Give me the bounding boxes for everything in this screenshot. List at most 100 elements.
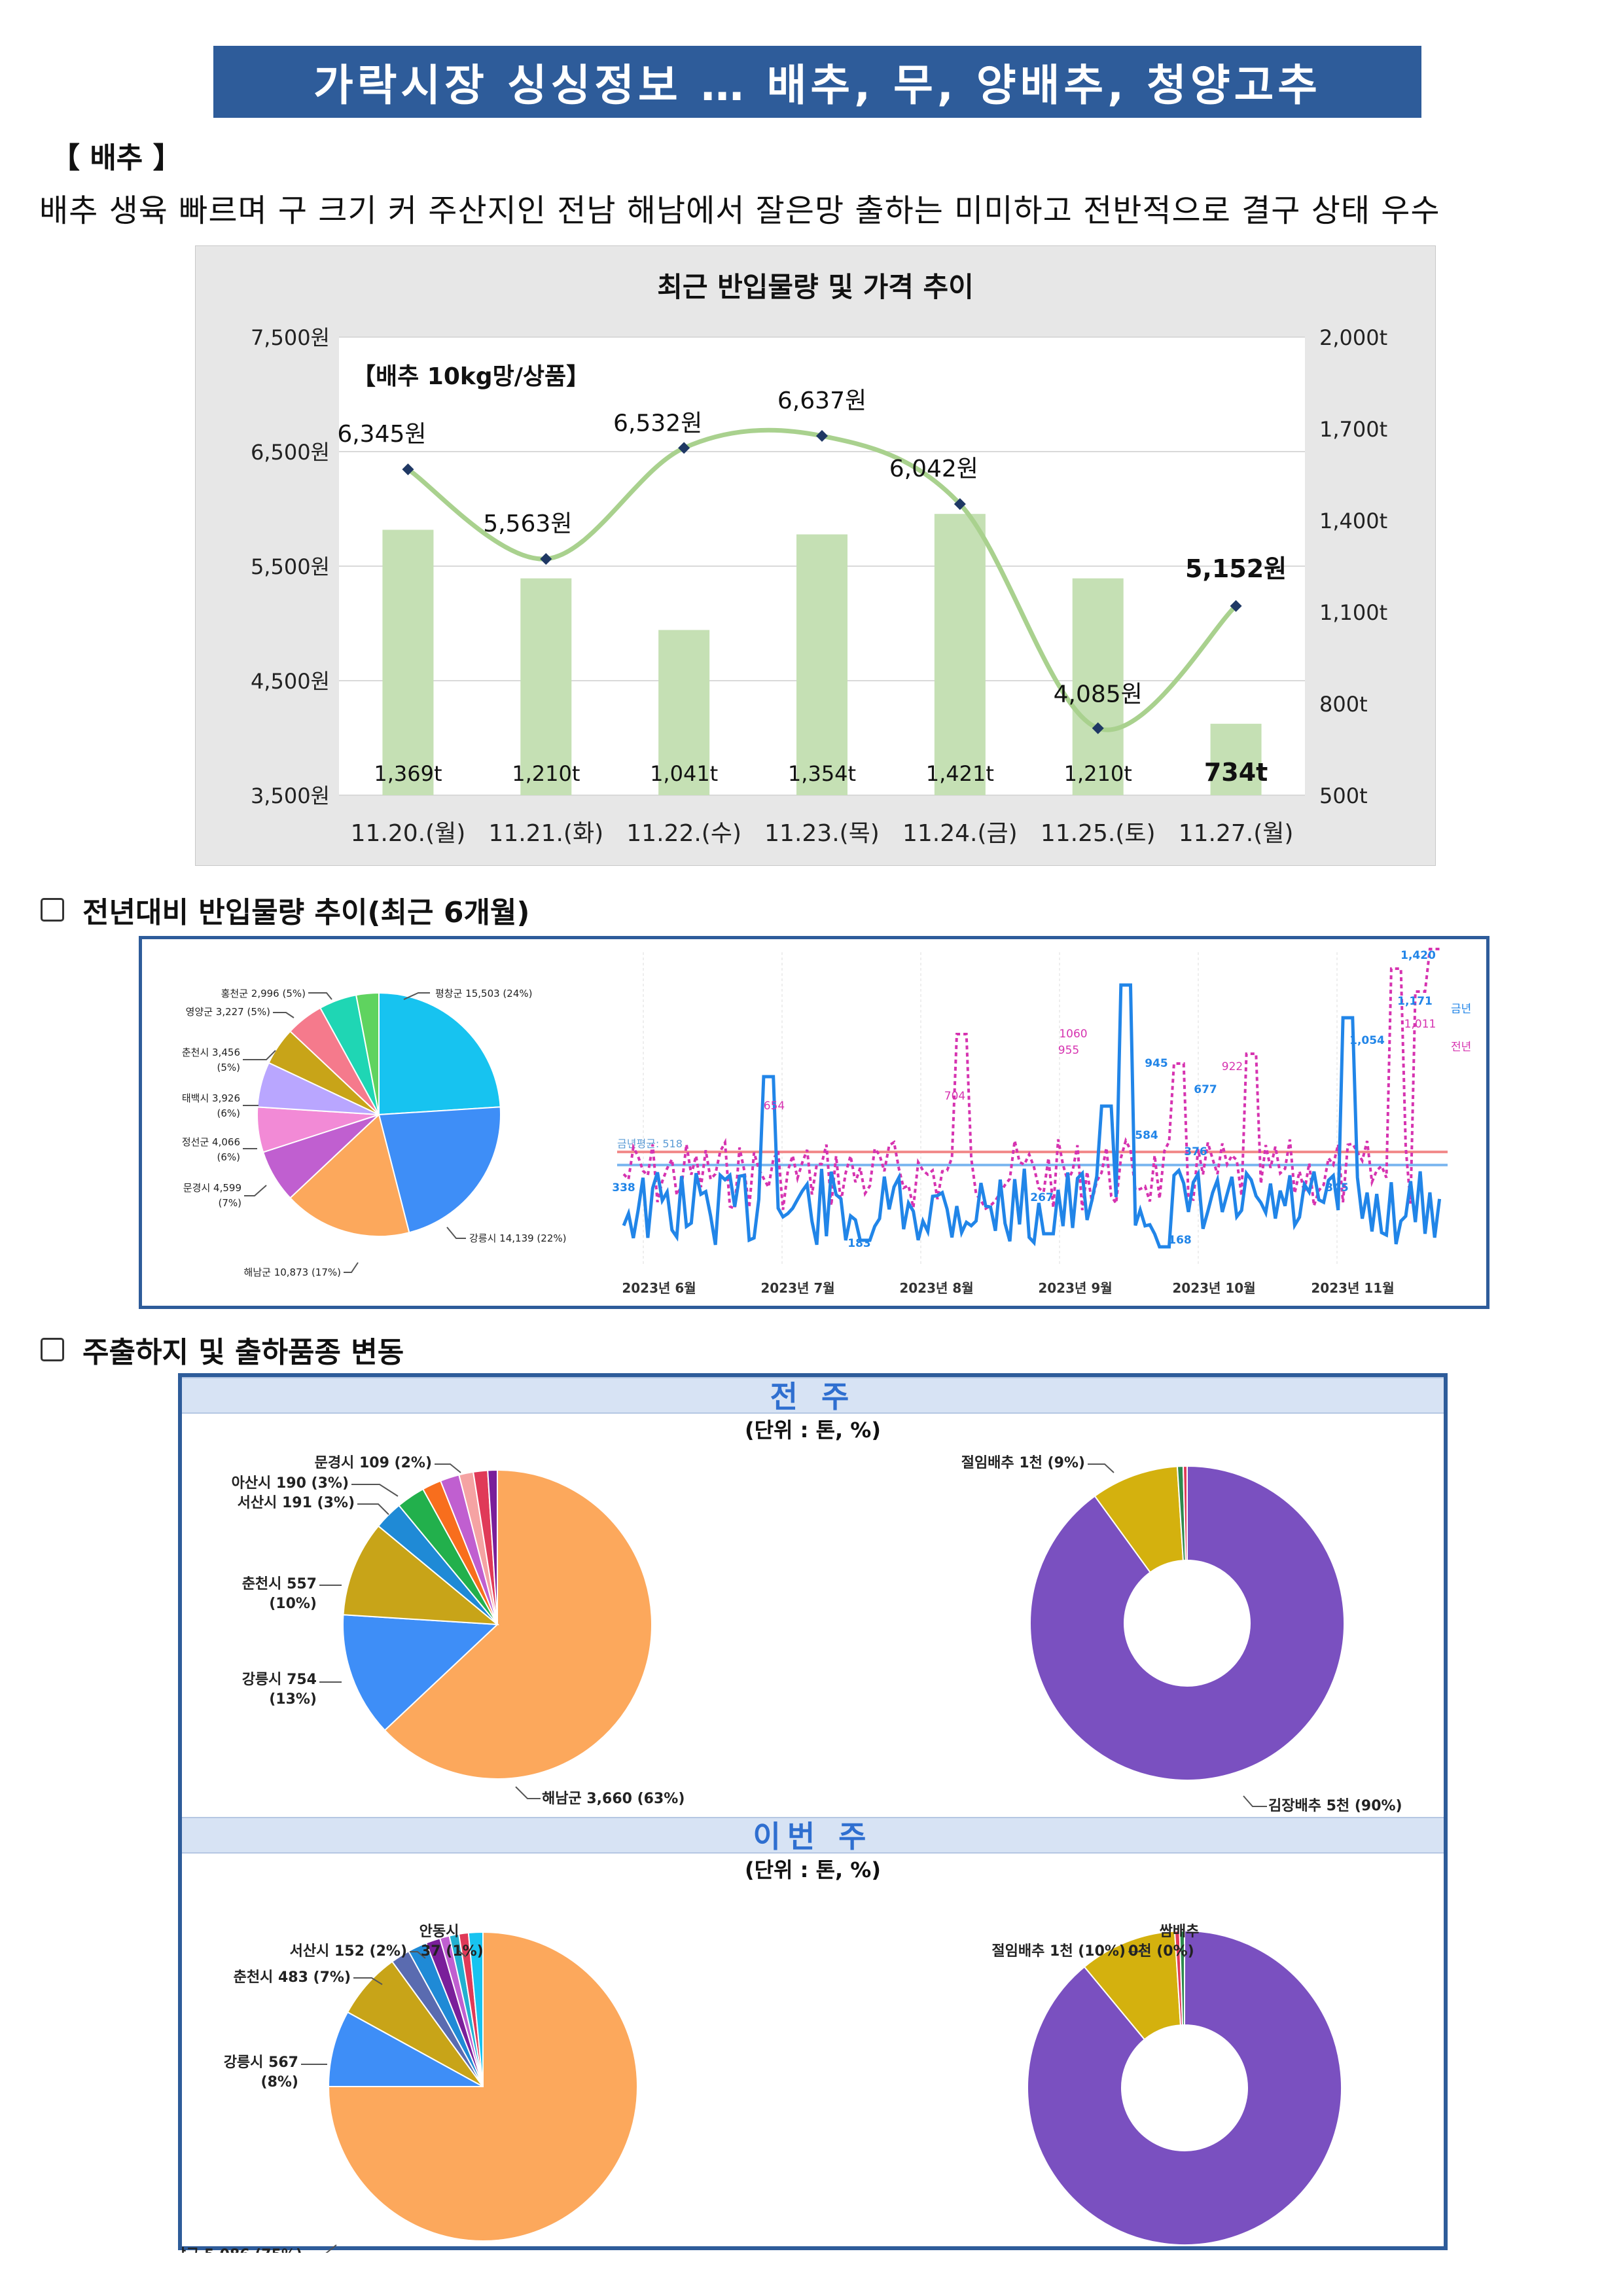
legend-last-year: 전년 — [1451, 1041, 1471, 1054]
leader-line — [1179, 1947, 1185, 1958]
volume-label: 734t — [1204, 758, 1268, 787]
pie-slice — [355, 992, 380, 1115]
axis-labels: 7,500원 6,500원 5,500원 4,500원 3,500원 2,000t 1,70… — [251, 325, 1387, 847]
price-label: 6,637원 — [777, 387, 866, 414]
last-year-point-label: 704 — [944, 1090, 965, 1103]
slice-label: (6%) — [217, 1107, 240, 1119]
last-year-point-label: 654 — [764, 1100, 785, 1113]
pie-slice — [378, 992, 501, 1116]
left-tick-label: 6,500원 — [251, 440, 330, 465]
right-tick-label: 2,000t — [1319, 325, 1387, 350]
pie-slice — [378, 1106, 501, 1234]
this-year-point-label: 376 — [1184, 1145, 1207, 1158]
price-points — [402, 430, 1242, 734]
prev-week-header: 전 주 — [182, 1377, 1444, 1414]
data-labels: 1,369t 1,210t 1,041t 1,354t 1,421t 1,210t 734t… — [337, 387, 1287, 787]
price-label: 6,042원 — [889, 456, 978, 482]
this-year-point-label: 183 — [847, 1237, 871, 1250]
leader-line — [243, 1050, 276, 1060]
leader-line — [308, 992, 332, 1000]
x-tick-label: 2023년 9월 — [1038, 1280, 1112, 1296]
pie-slice — [327, 2011, 484, 2087]
leader-line — [351, 1484, 399, 1497]
this-year-point-label: 345 — [1325, 1181, 1349, 1194]
slice-label: 쌈배추 — [1160, 1924, 1200, 1940]
pie-slice — [1027, 1929, 1342, 2246]
this-week-unit: (단위 : 톤, %) — [744, 1857, 881, 1882]
price-point — [540, 552, 552, 565]
last-year-line — [622, 948, 1440, 1211]
chart-legend-label: 【배추 10kg망/상품】 — [352, 363, 590, 390]
slice-label: 문경시 4,599 — [183, 1182, 241, 1194]
this-year-point-label: 338 — [612, 1181, 635, 1194]
pie-slice — [487, 1469, 498, 1625]
pie-slice — [1029, 1465, 1345, 1781]
right-tick-label: 1,100t — [1319, 600, 1387, 625]
this-year-point-label: 677 — [1194, 1083, 1217, 1096]
price-label: 6,532원 — [613, 410, 702, 437]
last-year-point-label: 1,011 — [1404, 1018, 1436, 1031]
price-point — [1092, 722, 1104, 734]
price-point — [1230, 600, 1242, 612]
pie-slice — [1182, 1465, 1188, 1562]
x-tick-label: 2023년 8월 — [899, 1280, 973, 1296]
this-week-variety-donut — [1027, 1929, 1342, 2246]
checkbox-icon — [41, 1338, 64, 1361]
prev-week-labels: 해남군 3,660 (63%) 강릉시 754 (13%) 춘천시 557 (10%) 서… — [232, 1455, 1402, 1814]
leader-line — [435, 1463, 461, 1473]
legend-this-year: 금년 — [1451, 1003, 1471, 1016]
checkbox-icon — [41, 898, 64, 922]
left-tick-label: 7,500원 — [251, 325, 330, 350]
x-tick-label: 11.25.(토) — [1041, 820, 1156, 847]
leader-line — [1243, 1795, 1267, 1807]
left-tick-label: 4,500원 — [251, 669, 330, 694]
x-tick-label: 11.27.(월) — [1179, 820, 1294, 847]
prev-week-charts: 해남군 3,660 (63%) 강릉시 754 (13%) 춘천시 557 (10%) 서… — [232, 1455, 1402, 1814]
this-year-point-label: 945 — [1145, 1057, 1168, 1070]
avg-label: 금년평균: 518 — [617, 1138, 683, 1150]
volume-bar — [520, 578, 572, 795]
leader-line — [344, 1262, 359, 1273]
pie-slice — [289, 1113, 410, 1237]
price-volume-chart: 최근 반입물량 및 가격 추이 1,369t 1,210t 1,041t 1,354t… — [195, 245, 1436, 866]
volume-label: 1,369t — [374, 761, 442, 786]
prev-week-origin-pie — [342, 1469, 652, 1780]
this-year-line — [622, 983, 1442, 1249]
last-year-point-label: 922 — [1222, 1060, 1243, 1073]
origin-panel: 전 주 (단위 : 톤, %) 해남군 3,660 (63%) 강릉시 754 (1… — [160, 1373, 1448, 2280]
this-year-point-label: 1,171 — [1397, 995, 1433, 1008]
volume-label: 1,210t — [1064, 761, 1132, 786]
price-label: 5,152원 — [1185, 554, 1287, 583]
x-tick-label: 2023년 6월 — [622, 1280, 696, 1296]
slice-label: 강릉시 14,139 (22%) — [469, 1232, 566, 1244]
slice-label: 37 (1%) — [421, 1943, 484, 1960]
trend-line-chart: 2023년 6월 2023년 7월 2023년 8월 2023년 9월 2023년 10… — [612, 948, 1471, 1296]
slice-label: (5%) — [217, 1062, 240, 1073]
this-year-point-label: 168 — [1168, 1234, 1192, 1247]
slice-label: 문경시 109 (2%) — [315, 1455, 432, 1471]
leader-line — [353, 1977, 383, 1985]
volume-bar — [1210, 723, 1262, 795]
x-tick-label: 11.22.(수) — [626, 820, 741, 847]
slice-label: 해남군 5,086 (75%) — [182, 2247, 302, 2253]
right-tick-label: 1,400t — [1319, 509, 1387, 533]
slice-label: 절임배추 1천 (9%) — [961, 1455, 1085, 1471]
price-label: 6,345원 — [337, 421, 426, 448]
trend-panel: 평창군 15,503 (24%) 강릉시 14,139 (22%) 해남군 10,8… — [139, 936, 1489, 1309]
leader-line — [305, 2244, 337, 2256]
volume-label: 1,354t — [788, 761, 856, 786]
slice-label: 강릉시 754 — [242, 1672, 317, 1688]
x-tick-label: 11.21.(화) — [488, 820, 603, 847]
slice-label: 서산시 152 (2%) — [290, 1943, 407, 1960]
x-tick-label: 11.23.(목) — [764, 820, 880, 847]
left-tick-label: 3,500원 — [251, 783, 330, 808]
trend-charts: 평창군 15,503 (24%) 강릉시 14,139 (22%) 해남군 10,8… — [182, 948, 1471, 1296]
price-point — [678, 442, 690, 454]
x-tick-label: 2023년 10월 — [1172, 1280, 1255, 1296]
price-label: 4,085원 — [1054, 681, 1143, 708]
pie-slice — [342, 1525, 500, 1626]
price-point — [816, 430, 828, 442]
slice-label: 안동시 — [419, 1924, 459, 1940]
leader-line — [1088, 1463, 1115, 1473]
slice-label: (10%) — [269, 1596, 317, 1612]
